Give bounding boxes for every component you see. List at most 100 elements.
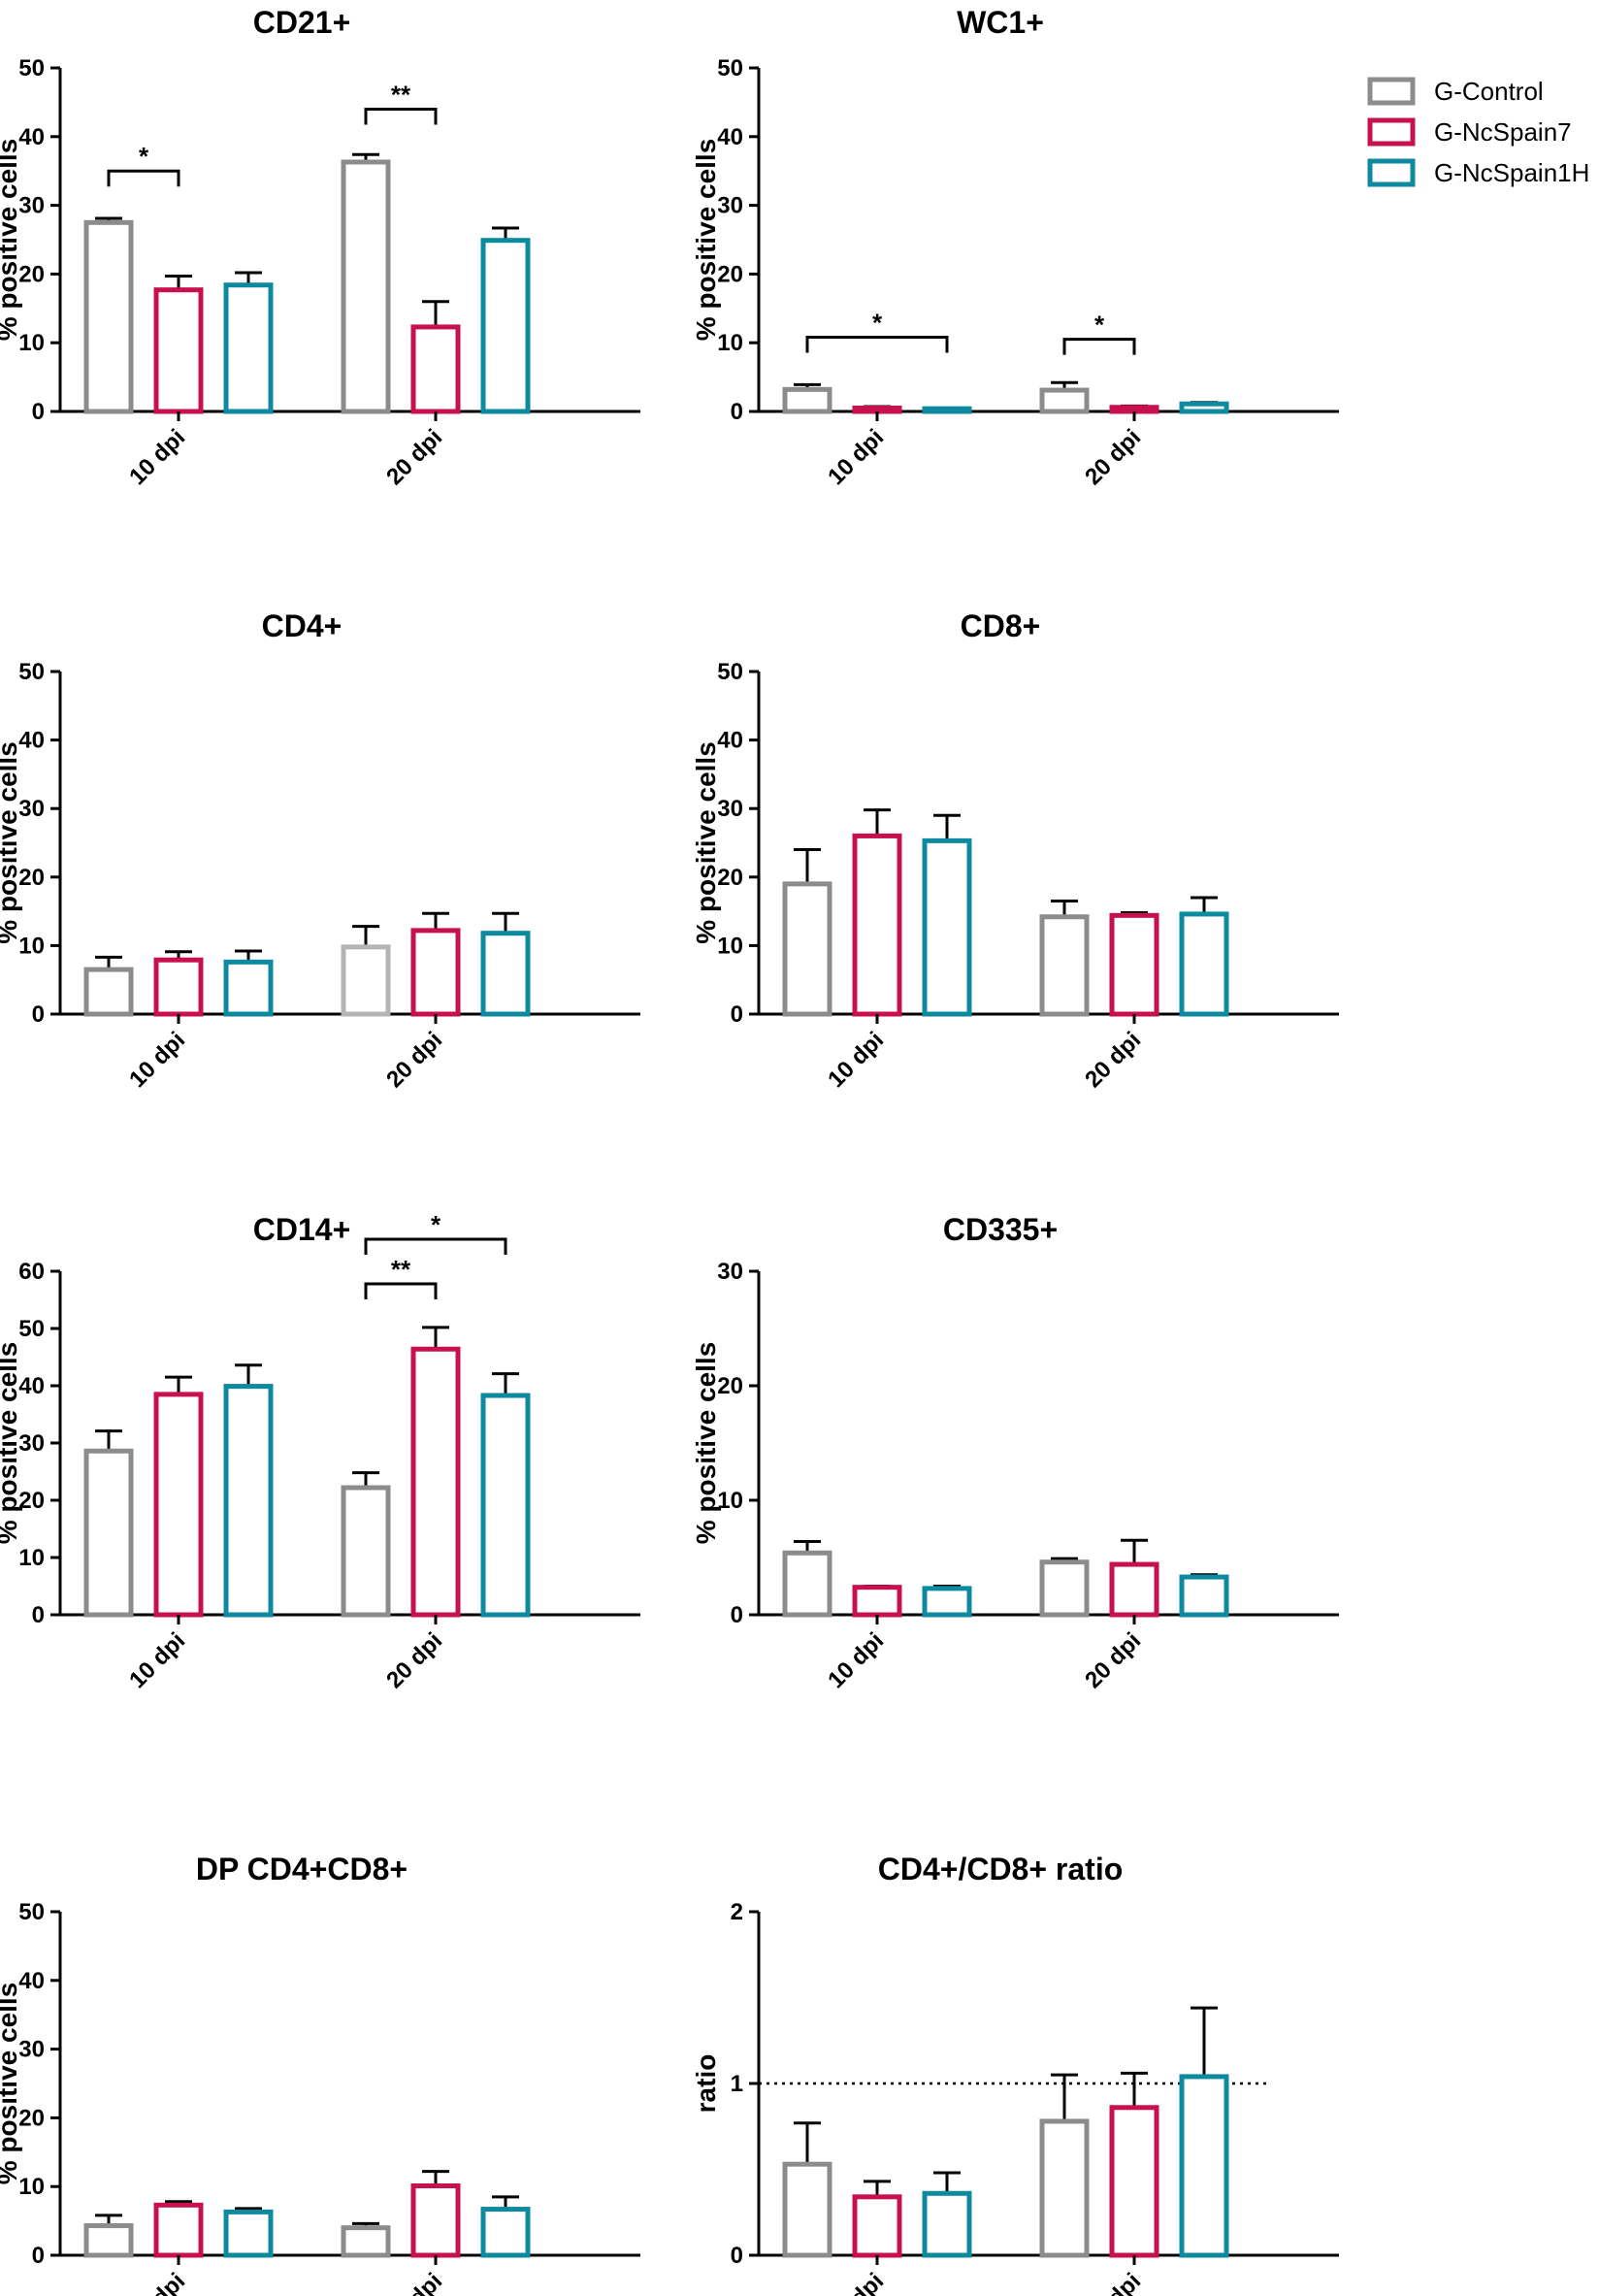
y-tick-label: 10 xyxy=(18,330,45,356)
bar-g-ncspain7 xyxy=(153,2202,204,2258)
significance-bracket xyxy=(364,107,438,125)
y-axis-label: ratio xyxy=(691,2054,721,2114)
significance-label: * xyxy=(139,142,149,171)
bar-g-control xyxy=(83,2223,134,2258)
x-tick-label: 10 dpi xyxy=(823,2268,889,2296)
y-tick-label: 0 xyxy=(731,2243,743,2269)
bar-g-ncspain1h xyxy=(1179,2074,1229,2258)
bar-g-control xyxy=(341,1485,391,1618)
bar-g-control xyxy=(83,967,134,1017)
bar-g-ncspain7 xyxy=(852,405,902,414)
bar-g-ncspain7 xyxy=(153,287,204,414)
significance-label: * xyxy=(431,1210,441,1239)
y-axis-label: % positive cells xyxy=(691,1342,721,1545)
bar-g-ncspain7 xyxy=(1109,912,1159,1017)
bar-g-ncspain7 xyxy=(852,2194,902,2258)
significance-bracket xyxy=(364,1282,438,1299)
y-tick-label: 50 xyxy=(717,659,743,685)
y-tick-label: 20 xyxy=(717,865,743,891)
y-tick-label: 0 xyxy=(32,399,45,425)
y-tick-label: 0 xyxy=(731,1602,743,1628)
significance-label: ** xyxy=(391,80,411,109)
y-tick-label: 60 xyxy=(18,1259,45,1285)
y-axis-label: % positive cells xyxy=(0,139,22,342)
legend-label: G-NcSpain7 xyxy=(1434,117,1572,147)
y-tick-label: 0 xyxy=(731,399,743,425)
y-tick-label: 10 xyxy=(717,330,743,356)
y-axis-label: % positive cells xyxy=(0,1342,22,1545)
x-tick-label: 20 dpi xyxy=(381,2268,447,2296)
x-tick-label: 20 dpi xyxy=(1080,1627,1146,1693)
y-tick-label: 2 xyxy=(731,1899,743,1925)
chart-wc1: WC1+ % positive cells 0 10 20 30 40 50 10 dpi 20 … xyxy=(691,5,1339,490)
bar-g-ncspain1h xyxy=(922,1586,972,1618)
legend-label: G-Control xyxy=(1434,77,1544,106)
bar-g-ncspain1h xyxy=(223,1384,274,1618)
bar-g-control xyxy=(1039,387,1090,414)
chart-title: CD21+ xyxy=(253,5,351,40)
bar-g-control xyxy=(782,881,832,1017)
bar-g-ncspain1h xyxy=(922,837,972,1017)
y-tick-label: 0 xyxy=(32,1001,45,1028)
significance-bracket xyxy=(1062,338,1136,355)
y-tick-label: 10 xyxy=(18,933,45,959)
bar-g-control xyxy=(782,1550,832,1618)
legend: G-Control G-NcSpain7 G-NcSpain1H xyxy=(1367,77,1589,187)
y-tick-label: 40 xyxy=(18,1968,45,1994)
bar-g-ncspain1h xyxy=(480,1393,531,1618)
chart-title: DP CD4+CD8+ xyxy=(196,1852,408,1886)
chart-ratio: CD4+/CD8+ ratio ratio 0 1 2 10 dpi 20 dpi xyxy=(691,1852,1339,2296)
bar-g-ncspain7 xyxy=(410,1346,461,1618)
bar-g-ncspain1h xyxy=(223,2209,274,2258)
y-tick-label: 20 xyxy=(717,261,743,287)
y-tick-label: 1 xyxy=(731,2071,743,2097)
chart-dp: DP CD4+CD8+ % positive cells 0 10 20 30 40 50 10… xyxy=(0,1852,640,2296)
x-tick-label: 20 dpi xyxy=(381,424,447,490)
x-tick-label: 20 dpi xyxy=(1080,424,1146,490)
bar-g-ncspain7 xyxy=(153,957,204,1017)
y-tick-label: 50 xyxy=(18,659,45,685)
significance-label: * xyxy=(872,309,883,338)
bar-g-control xyxy=(341,944,391,1017)
x-tick-label: 10 dpi xyxy=(124,424,190,490)
legend-swatch xyxy=(1367,158,1416,187)
y-tick-label: 0 xyxy=(731,1001,743,1028)
y-tick-label: 10 xyxy=(717,1488,743,1514)
chart-title: CD8+ xyxy=(961,608,1041,643)
legend-label: G-NcSpain1H xyxy=(1434,158,1589,187)
bar-g-ncspain7 xyxy=(410,928,461,1017)
bar-g-control xyxy=(83,1448,134,1618)
y-tick-label: 20 xyxy=(18,865,45,891)
bar-g-ncspain7 xyxy=(852,1585,902,1618)
bar-g-control xyxy=(341,159,391,414)
bar-g-ncspain1h xyxy=(1179,911,1229,1017)
y-axis-label: % positive cells xyxy=(0,1983,22,2185)
y-tick-label: 0 xyxy=(32,2243,45,2269)
x-tick-label: 10 dpi xyxy=(124,2268,190,2296)
legend-swatch xyxy=(1367,77,1416,106)
bar-g-ncspain1h xyxy=(480,238,531,414)
y-axis-label: % positive cells xyxy=(691,741,721,944)
bar-g-control xyxy=(782,2161,832,2258)
y-tick-label: 40 xyxy=(18,728,45,754)
x-tick-label: 20 dpi xyxy=(1080,2268,1146,2296)
y-tick-label: 40 xyxy=(18,124,45,150)
y-tick-label: 40 xyxy=(717,728,743,754)
x-tick-label: 10 dpi xyxy=(823,424,889,490)
chart-title: CD14+ xyxy=(253,1212,351,1247)
significance-label: * xyxy=(1094,311,1105,340)
significance-bracket xyxy=(107,169,180,187)
x-tick-label: 20 dpi xyxy=(1080,1027,1146,1093)
bar-g-ncspain7 xyxy=(153,1392,204,1618)
y-tick-label: 30 xyxy=(18,1430,45,1457)
bar-g-ncspain1h xyxy=(223,959,274,1017)
y-tick-label: 50 xyxy=(717,55,743,82)
bar-g-ncspain7 xyxy=(1109,2105,1159,2258)
y-tick-label: 30 xyxy=(18,796,45,822)
y-tick-label: 20 xyxy=(18,1488,45,1514)
chart-cd14: CD14+ % positive cells 0 10 20 30 40 50 60 10 dpi… xyxy=(0,1210,640,1693)
y-tick-label: 20 xyxy=(717,1373,743,1399)
chart-cd335: CD335+ % positive cells 0 10 20 30 10 dpi 20 dp… xyxy=(691,1212,1339,1693)
